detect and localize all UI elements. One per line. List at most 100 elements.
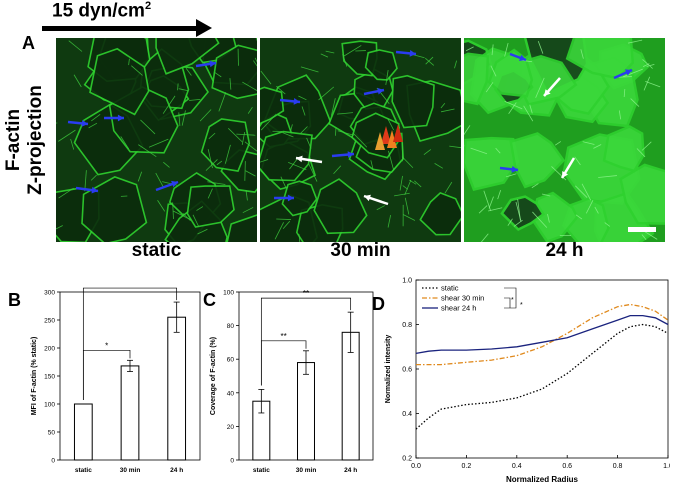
significance-label: *: [128, 284, 131, 288]
actin-fiber: [387, 118, 394, 131]
actin-fiber: [155, 172, 165, 188]
cell-outline: [419, 191, 461, 236]
actin-fiber: [488, 196, 494, 209]
flow-direction-arrowhead: [196, 19, 212, 37]
actin-fiber: [465, 46, 474, 52]
actin-fiber: [73, 74, 82, 88]
actin-fiber: [306, 137, 312, 149]
cell-outline: [211, 44, 257, 100]
actin-fiber: [290, 124, 293, 131]
actin-fiber: [385, 69, 389, 86]
x-tick-label: 1.0: [663, 463, 670, 470]
actin-fiber: [425, 56, 434, 65]
cell-outline: [155, 38, 220, 75]
actin-fiber: [490, 65, 497, 77]
actin-fiber: [646, 63, 655, 67]
actin-fiber: [218, 92, 227, 112]
significance-label: *: [520, 302, 523, 309]
actin-fiber: [504, 100, 523, 110]
actin-fiber: [622, 68, 643, 78]
cell-outline: [509, 132, 566, 189]
y-tick-label: 100: [223, 290, 234, 297]
actin-fiber: [282, 220, 291, 230]
actin-fiber: [260, 70, 272, 85]
actin-fiber: [157, 200, 166, 212]
condition-label-30min: 30 min: [330, 240, 391, 261]
cell-outline: [565, 38, 635, 80]
actin-fiber: [137, 171, 143, 182]
blue-arrowhead: [171, 180, 178, 188]
cell-outline: [313, 178, 368, 235]
actin-fiber: [189, 98, 201, 101]
series-line: [415, 314, 669, 355]
blue-arrowhead: [511, 166, 518, 173]
cell-outline: [464, 52, 490, 106]
actin-fiber: [274, 222, 284, 240]
actin-fiber: [178, 112, 181, 126]
x-tick-label: static: [253, 467, 270, 474]
actin-fiber: [440, 108, 455, 113]
actin-fiber: [523, 105, 534, 122]
actin-fiber: [199, 109, 212, 122]
actin-fiber: [260, 114, 277, 131]
actin-fiber: [575, 185, 588, 198]
bar: [297, 362, 315, 461]
actin-fiber: [138, 144, 157, 157]
actin-fiber: [399, 175, 403, 191]
blue-arrowhead: [625, 69, 632, 76]
actin-fiber: [88, 122, 98, 129]
x-tick-label: 0.2: [462, 463, 472, 470]
actin-fiber: [178, 88, 188, 92]
chart-b-mfi: 0 50 100 150 200 250 300 static 30 min 24 h * * MFI …: [31, 284, 201, 474]
y-tick-label: 80: [227, 323, 235, 330]
y-axis-label: MFI of F-actin (% static): [31, 337, 38, 416]
actin-fiber: [449, 145, 461, 149]
actin-fiber: [172, 202, 174, 220]
significance-label: *: [511, 297, 514, 304]
actin-fiber: [300, 66, 319, 73]
flow-rate-label: 15 dyn/cm2: [52, 0, 152, 22]
cell-outline: [364, 49, 398, 81]
highlight-fiber: [375, 132, 385, 150]
actin-fiber: [91, 113, 101, 122]
actin-fiber: [342, 53, 348, 67]
series-line: [416, 303, 669, 366]
significance-bracket: [260, 297, 352, 386]
actin-fiber: [337, 130, 354, 136]
actin-fiber: [537, 41, 544, 54]
x-tick-label: 0.4: [512, 463, 522, 470]
actin-fiber: [185, 67, 192, 76]
blue-arrowhead: [287, 194, 294, 202]
y-tick-label: 150: [44, 374, 55, 381]
blue-arrowhead: [293, 98, 300, 105]
actin-fiber: [604, 222, 611, 227]
y-tick-label: 0.6: [402, 367, 412, 374]
actin-fiber: [387, 214, 391, 228]
actin-fiber: [423, 149, 432, 155]
actin-fiber: [289, 157, 299, 170]
actin-fiber: [244, 141, 257, 152]
actin-fiber: [535, 77, 545, 98]
actin-fiber: [594, 206, 599, 214]
actin-fiber: [574, 156, 581, 166]
x-tick-label: 30 min: [296, 467, 317, 474]
y-axis-label: Normalized intensity: [385, 335, 392, 404]
cell-outline: [89, 47, 150, 116]
cell-outline: [81, 176, 148, 242]
actin-fiber: [58, 129, 76, 142]
y-tick-label: 0.4: [402, 411, 412, 418]
actin-fiber: [300, 126, 308, 134]
actin-fiber: [207, 149, 213, 169]
significance-label: *: [105, 341, 108, 350]
actin-fiber: [333, 165, 342, 175]
y-axis-label: Coverage of F-actin (%): [210, 337, 217, 415]
cell-outline: [619, 163, 665, 225]
actin-fiber: [229, 78, 232, 90]
panel-label-d: D: [372, 294, 385, 314]
blue-arrowhead: [117, 114, 124, 122]
micrograph-24h: [464, 38, 665, 242]
chart-c-coverage: 0 20 40 60 80 100 static 30 min 24 h ** ** Coverage…: [210, 289, 374, 474]
actin-fiber: [207, 188, 213, 199]
x-tick-label: 0.6: [562, 463, 572, 470]
actin-fiber: [404, 197, 410, 215]
